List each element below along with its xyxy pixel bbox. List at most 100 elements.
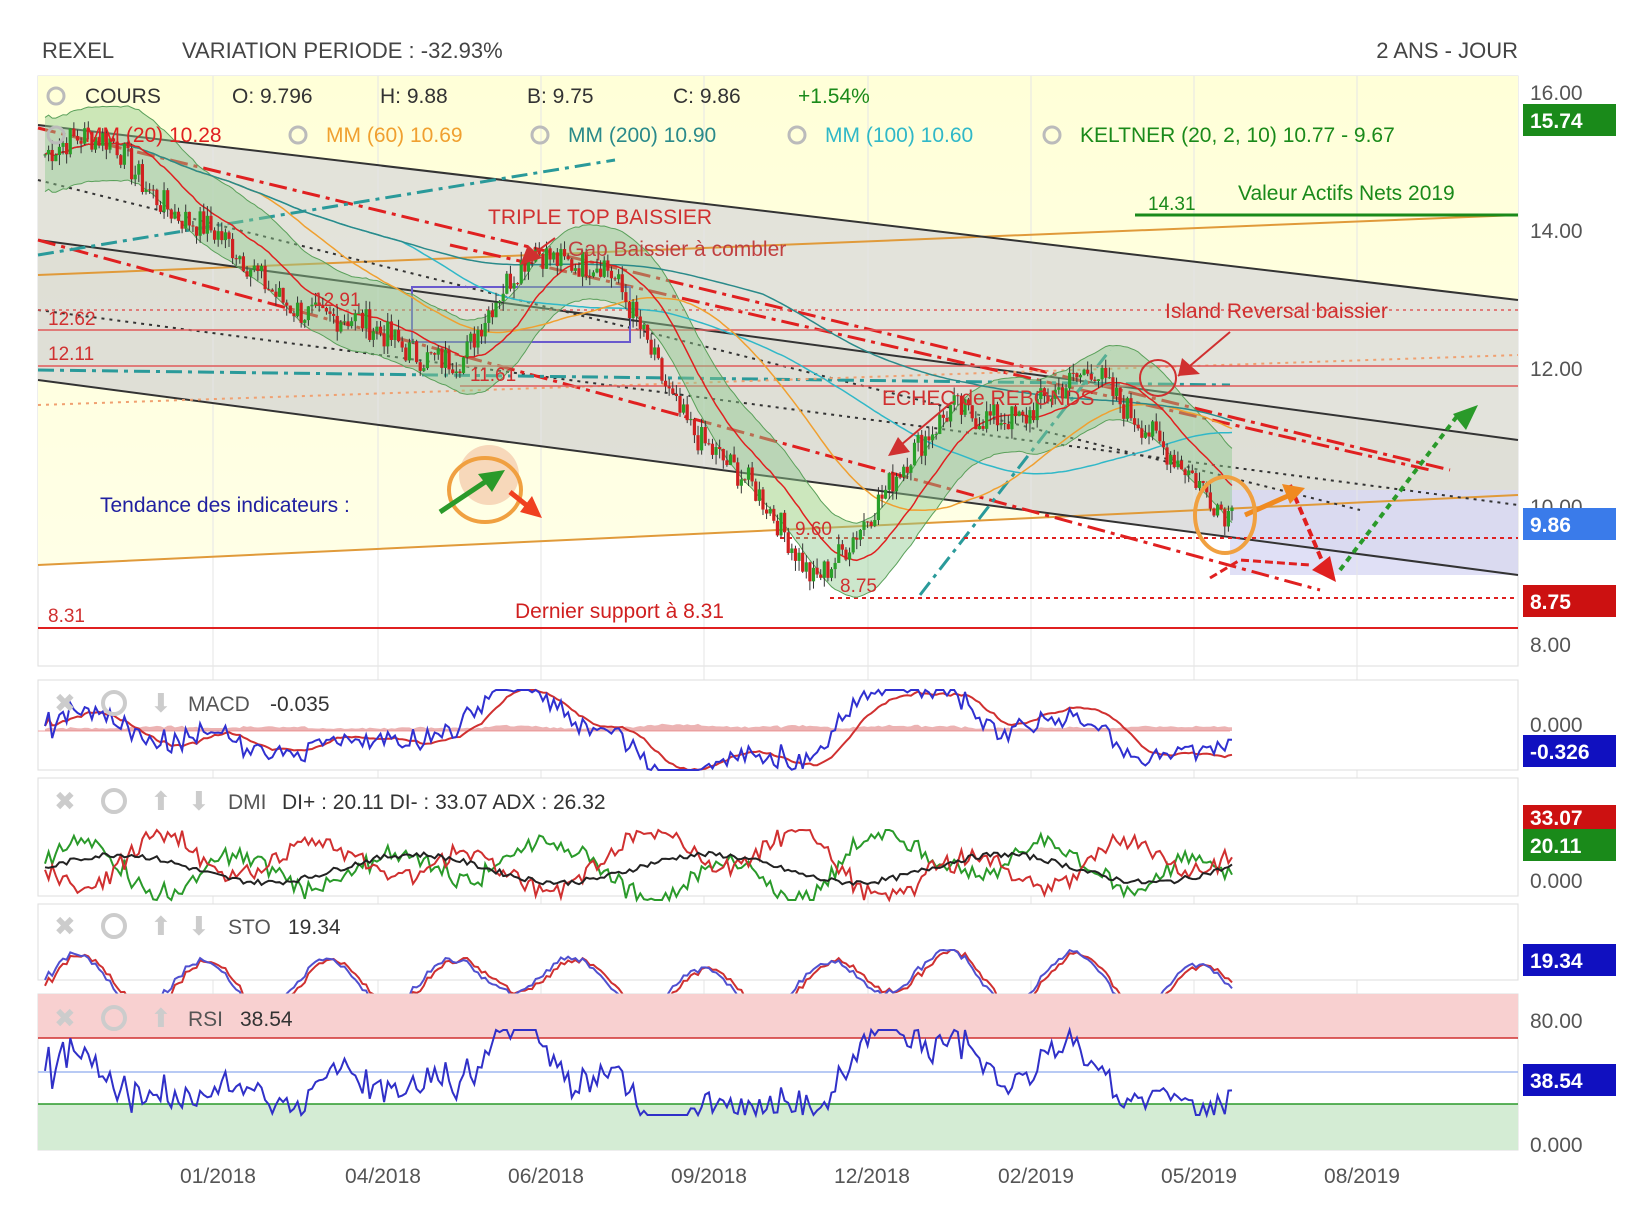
price-axis: 16.00 14.00 12.00 10.00 8.00 15.74 9.86 … [1523,82,1616,657]
candle-body [732,454,736,463]
gear-icon[interactable] [101,1005,127,1031]
candle-body [970,405,974,419]
candle-body [119,155,123,165]
candle-body [541,254,545,269]
gear-icon[interactable] [101,690,127,716]
candle-body [1183,469,1187,476]
candle-body [746,467,751,480]
candle-body [1136,424,1140,429]
tag-last-bg [1523,508,1616,540]
arrow-up-icon[interactable]: ⬆ [150,786,172,816]
annotation-gap: Gap Baissier à combler [568,238,786,261]
gear-icon[interactable] [101,788,127,814]
candle-body [956,395,960,397]
candle-body [194,226,199,236]
candle-body [396,329,401,342]
candle-body [93,137,98,150]
close-icon[interactable]: ✖ [54,911,76,941]
candle-body [1089,373,1093,380]
candle-body [425,352,430,369]
candle-body [122,143,126,165]
candle-body [75,136,80,141]
annotation-triple-top: TRIPLE TOP BAISSIER [488,206,712,229]
tag-high: 15.74 [1530,110,1583,133]
tick-14: 14.00 [1530,220,1583,243]
rsi-panel: ✖ ⬆ RSI 38.54 80.00 38.54 0.000 [37,993,1616,1157]
tick-8: 8.00 [1530,634,1571,657]
candle-body [90,131,94,150]
candle-body [995,404,1000,426]
symbol-label: REXEL [42,38,114,63]
candle-body [382,333,386,347]
candle-body [894,476,899,492]
close-icon[interactable]: ✖ [54,1003,76,1033]
close-icon[interactable]: ✖ [54,786,76,816]
close-icon[interactable]: ✖ [54,688,76,718]
candle-body [599,268,603,277]
gear-icon[interactable] [101,913,127,939]
candle-body [855,537,859,540]
candle-body [613,278,617,280]
level-12-11: 12.11 [48,344,94,365]
macd-axis: 0.000 [1530,714,1583,737]
candle-body [761,489,765,510]
arrow-down-icon[interactable]: ⬇ [150,688,172,718]
candle-body [826,561,830,578]
tag-low: 8.75 [1530,591,1571,614]
candle-body [1013,406,1018,417]
legend-open: O: 9.796 [232,85,313,108]
candle-body [176,211,181,221]
candle-body [371,331,375,340]
gear-icon[interactable] [1042,125,1062,145]
candle-body [350,321,354,327]
candle-body [155,189,159,206]
candle-body [793,548,798,561]
candle-body [920,434,924,456]
candle-body [844,549,848,560]
candle-body [710,443,715,455]
candle-body [757,489,761,501]
candle-body [829,569,834,578]
candle-body [923,436,927,456]
arrow-down-icon[interactable]: ⬇ [188,786,210,816]
legend-mm200: MM (200) 10.90 [568,124,716,147]
gear-icon[interactable] [46,125,66,145]
gear-icon[interactable] [530,125,550,145]
gear-icon[interactable] [46,86,66,106]
candle-body [667,386,671,389]
gear-icon[interactable] [288,125,308,145]
candle-body [411,341,415,343]
candle-body [1096,379,1101,382]
candle-body [981,426,985,429]
candle-body [552,252,556,260]
candle-body [858,529,862,540]
candle-body [1226,511,1230,527]
candle-body [1078,374,1083,378]
candle-body [1147,432,1151,437]
candle-body [191,225,195,227]
candle-body [779,512,783,536]
candle-body [559,249,563,266]
candle-body [851,537,855,553]
candle-body [501,293,505,301]
candle-body [1111,377,1115,396]
candle-body [891,473,895,492]
candle-body [544,248,549,269]
annotation-island: Island Reversal baissier [1165,300,1388,323]
arrow-up-icon[interactable]: ⬆ [150,1003,172,1033]
candle-body [1197,481,1202,489]
candle-body [306,306,310,321]
legend-mm20: MM (20) 10.28 [85,124,222,147]
arrow-up-icon[interactable]: ⬆ [150,911,172,941]
gear-icon[interactable] [787,125,807,145]
candle-body [718,447,722,449]
candle-body [299,302,303,323]
candle-body [249,269,253,277]
annotation-van: Valeur Actifs Nets 2019 [1238,182,1455,205]
arrow-down-icon[interactable]: ⬇ [188,911,210,941]
rsi-label: RSI [188,1008,223,1031]
candle-body [974,418,978,430]
candle-body [1104,367,1108,378]
candle-body [580,252,585,277]
candle-body [959,395,964,415]
